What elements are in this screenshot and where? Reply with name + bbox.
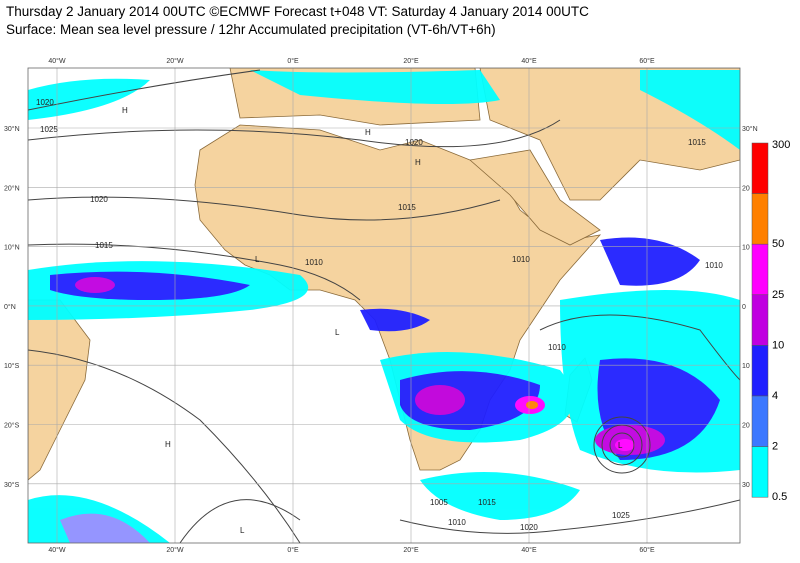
pressure-centre: H — [415, 158, 421, 167]
isobar-label: 1010 — [305, 258, 323, 267]
colorbar-swatch — [751, 294, 769, 346]
lon-label: 20°E — [403, 57, 419, 65]
isobar-label: 1010 — [448, 518, 466, 527]
isobar-label: 1025 — [40, 125, 58, 134]
colorbar-swatch — [751, 193, 769, 245]
colorbar-swatch — [751, 395, 769, 447]
lon-label-bottom: 0°E — [287, 546, 299, 554]
isobar-label: 1020 — [520, 523, 538, 532]
pressure-centre: H — [122, 106, 128, 115]
lat-label-right: 10 — [742, 245, 750, 252]
map: 1020 1025 1020 1015 1010 1020 1015 1010 … — [28, 68, 740, 543]
lat-label-right: 10 — [742, 363, 750, 370]
lon-label: 40°E — [521, 57, 537, 65]
colorbar-label: 25 — [772, 289, 784, 301]
lon-label: 60°E — [639, 57, 655, 65]
colorbar-label: 2 — [772, 441, 778, 453]
lon-label-bottom: 60°E — [639, 546, 655, 554]
lat-label-right: 30°N — [742, 125, 758, 133]
lat-label: 0°N — [4, 303, 16, 311]
colorbar-swatch — [751, 142, 769, 194]
map-frame — [27, 67, 741, 544]
colorbar-label: 300 — [772, 139, 790, 151]
lat-label: 10°S — [4, 362, 20, 370]
isobar-label: 1015 — [478, 498, 496, 507]
pressure-centre: H — [165, 440, 171, 449]
pressure-centre: L — [335, 328, 340, 337]
lon-label-bottom: 20°W — [166, 546, 184, 554]
title: Thursday 2 January 2014 00UTC ©ECMWF For… — [6, 4, 589, 19]
lat-label: 30°N — [4, 125, 20, 133]
colorbar-label: 0.5 — [772, 491, 787, 503]
lon-label: 20°W — [166, 57, 184, 65]
lon-label-bottom: 40°E — [521, 546, 537, 554]
pressure-centre: H — [365, 128, 371, 137]
colorbar-swatch — [751, 243, 769, 296]
colorbar-swatch — [751, 345, 769, 397]
isobar-label: 1025 — [612, 511, 630, 520]
lat-label-right: 30 — [742, 482, 750, 489]
lat-label: 30°S — [4, 481, 20, 489]
isobars — [28, 69, 740, 543]
isobar-label: 1005 — [430, 498, 448, 507]
isobar-label: 1015 — [95, 241, 113, 250]
isobar-label: 1020 — [405, 138, 423, 147]
lat-label: 10°N — [4, 244, 20, 252]
isobar-label: 1020 — [90, 195, 108, 204]
pressure-centre: L — [255, 255, 260, 264]
lon-label: 40°W — [48, 57, 66, 65]
colorbar-swatch — [751, 446, 769, 498]
isobar-label: 1010 — [512, 255, 530, 264]
pressure-centre: L — [240, 526, 245, 535]
pressure-centre: L — [618, 441, 623, 450]
subtitle: Surface: Mean sea level pressure / 12hr … — [6, 22, 496, 37]
colorbar-label: 50 — [772, 238, 784, 250]
isobar-label: 1020 — [36, 98, 54, 107]
lon-label: 0°E — [287, 57, 299, 65]
isobar-label: 1015 — [398, 203, 416, 212]
isobar-label: 1010 — [548, 343, 566, 352]
colorbar: 300 50 25 10 4 2 0.5 — [751, 139, 790, 503]
lat-label: 20°N — [4, 184, 20, 192]
colorbar-label: 4 — [772, 390, 778, 402]
graticule — [28, 68, 740, 543]
lat-label-right: 20 — [742, 423, 750, 430]
lat-label-right: 20 — [742, 185, 750, 192]
lat-label: 20°S — [4, 422, 20, 430]
lat-label-right: 0 — [742, 304, 746, 311]
isobar-label: 1015 — [688, 138, 706, 147]
lon-label-bottom: 40°W — [48, 546, 66, 554]
lon-label-bottom: 20°E — [403, 546, 419, 554]
isobar-label: 1010 — [705, 261, 723, 270]
colorbar-label: 10 — [772, 339, 784, 351]
